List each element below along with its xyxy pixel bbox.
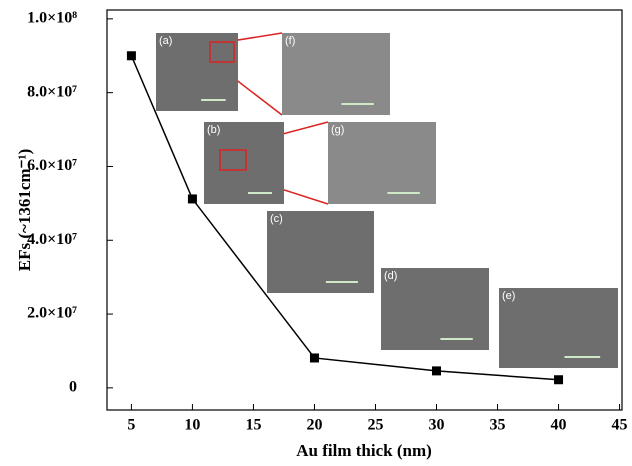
x-tick-label: 20 [306, 417, 322, 434]
x-tick-label: 5 [127, 417, 135, 434]
x-tick-label: 45 [612, 417, 628, 434]
x-tick-label: 25 [367, 417, 383, 434]
inset-image [267, 211, 374, 293]
scale-bar [201, 99, 226, 101]
inset-label: (e) [502, 290, 515, 302]
inset-label: (d) [384, 270, 397, 282]
inset-label: (c) [270, 213, 283, 225]
x-tick-label: 15 [245, 417, 261, 434]
inset-label: (a) [159, 35, 172, 47]
y-tick-label: 0 [69, 379, 77, 396]
y-tick-label: 1.0×10⁸ [27, 10, 77, 27]
inset-label: (f) [285, 35, 295, 47]
marker [127, 51, 136, 60]
x-tick-label: 40 [551, 417, 567, 434]
scale-bar [341, 103, 373, 105]
scale-bar [440, 338, 472, 340]
inset-label: (g) [331, 124, 344, 136]
x-tick-label: 35 [490, 417, 506, 434]
x-tick-label: 30 [429, 417, 445, 434]
y-tick-label: 8.0×10⁷ [27, 83, 77, 100]
marker [432, 366, 441, 375]
scale-bar [248, 192, 272, 194]
chart: Au film thick (nm) EFs (~1361cm⁻¹) (a)(f… [0, 0, 632, 466]
inset-image [282, 33, 390, 115]
y-tick-label: 2.0×10⁷ [27, 305, 77, 322]
scale-bar [326, 281, 358, 283]
scale-bar [564, 356, 600, 358]
scale-bar [387, 192, 419, 194]
inset-label: (b) [207, 124, 220, 136]
marker [188, 194, 197, 203]
marker [310, 353, 319, 362]
x-axis-label: Au film thick (nm) [296, 441, 432, 460]
y-tick-label: 6.0×10⁷ [27, 157, 77, 174]
x-tick-label: 10 [184, 417, 200, 434]
marker [554, 375, 563, 384]
y-tick-label: 4.0×10⁷ [27, 231, 77, 248]
